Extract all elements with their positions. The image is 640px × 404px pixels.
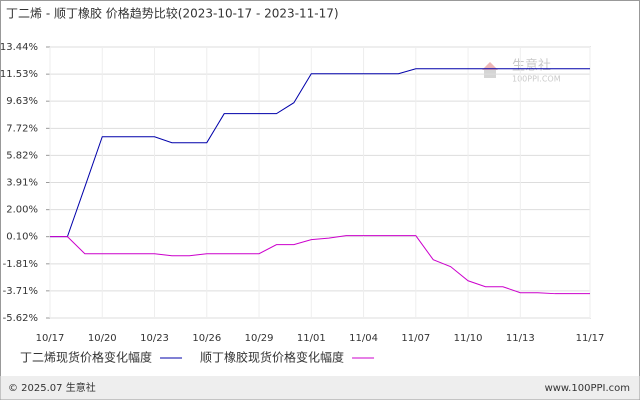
series-line — [50, 68, 590, 238]
x-tick-label: 10/17 — [36, 333, 65, 344]
watermark-site: 100PPI.COM — [512, 75, 561, 84]
y-tick-label: 13.44% — [0, 42, 38, 53]
x-tick-label: 11/01 — [297, 333, 326, 344]
x-tick-label: 11/10 — [454, 333, 483, 344]
y-tick-label: 0.10% — [6, 232, 38, 243]
y-tick-label: 3.91% — [6, 178, 38, 189]
y-tick-label: -1.81% — [3, 259, 38, 270]
y-tick-label: 11.53% — [0, 69, 38, 80]
x-tick-label: 11/13 — [506, 333, 535, 344]
watermark-logo — [482, 62, 498, 70]
x-tick-label: 10/20 — [88, 333, 117, 344]
series-line — [50, 235, 590, 295]
watermark-name: 生意社 — [512, 58, 551, 74]
x-tick-label: 11/07 — [401, 333, 430, 344]
y-tick-label: 7.72% — [6, 123, 38, 134]
y-tick-label: -3.71% — [3, 286, 38, 297]
y-tick-label: 2.00% — [6, 205, 38, 216]
legend-label: 顺丁橡胶现货价格变化幅度 — [200, 350, 344, 365]
x-tick-label: 11/04 — [349, 333, 378, 344]
legend-label: 丁二烯现货价格变化幅度 — [20, 350, 152, 365]
y-tick-label: -5.62% — [3, 313, 38, 324]
x-tick-label: 10/23 — [140, 333, 169, 344]
y-tick-label: 5.82% — [6, 150, 38, 161]
footer-site: www.100PPI.com — [545, 383, 630, 394]
x-tick-label: 10/26 — [192, 333, 221, 344]
x-tick-label: 11/17 — [576, 333, 605, 344]
footer-band — [0, 376, 640, 400]
x-tick-label: 10/29 — [245, 333, 274, 344]
footer-copyright: © 2025.07 生意社 — [8, 381, 96, 394]
chart-title: 丁二烯 - 顺丁橡胶 价格趋势比较(2023-10-17 - 2023-11-1… — [6, 6, 339, 21]
y-tick-label: 9.63% — [6, 96, 38, 107]
